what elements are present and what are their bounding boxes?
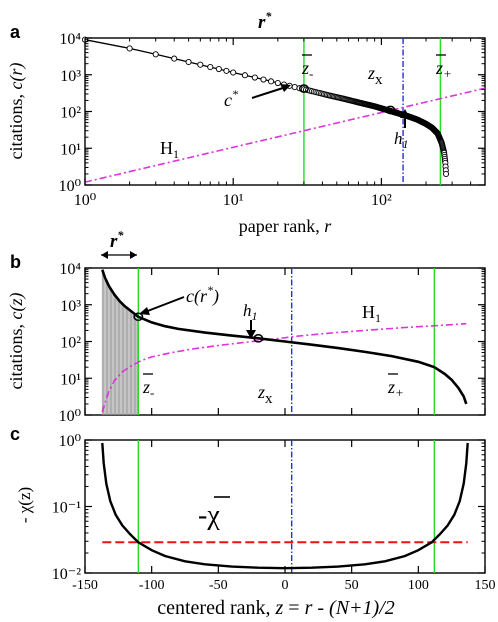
- panel-a-data-point: [223, 67, 230, 74]
- panel-b-rstar-arrow-left: [101, 251, 108, 259]
- panel-a-data-point: [260, 76, 267, 83]
- panel-c-ylabel: - χ(z): [15, 487, 34, 523]
- panel-b-letter: b: [10, 252, 21, 272]
- panel-c-xtick-label: 150: [475, 578, 496, 593]
- panel-b-crstar-arrow: [144, 296, 185, 313]
- panel-a-ytick-label: 10⁰: [59, 178, 81, 195]
- panel-c-letter: c: [10, 424, 20, 444]
- panel-b: 10⁰ 10¹ 10² 10³ 10⁴ b r* c(r*) h1 H1 z- zx z…: [6, 228, 486, 425]
- panel-a-letter: a: [10, 22, 21, 42]
- panel-a-data-point: [197, 61, 204, 68]
- panel-b-marker-c-r-star: [133, 312, 144, 322]
- panel-b-ytick-label: 10³: [60, 298, 81, 315]
- panel-c-xtick-label: 50: [345, 578, 359, 593]
- panel-c-xtick-label: -100: [139, 578, 165, 593]
- panel-b-h1-arrowhead: [246, 330, 256, 339]
- panel-b-crstar-label: c(r*): [186, 283, 219, 307]
- panel-b-crstar-arrowhead: [139, 307, 150, 315]
- panel-a-data-point: [126, 45, 133, 52]
- panel-c-xtick-label: -150: [72, 578, 98, 593]
- panel-b-ytick-label: 10⁴: [59, 261, 81, 278]
- panel-a-h1-arrowhead: [400, 109, 410, 118]
- panel-a-xtick-label: 10¹: [223, 192, 244, 209]
- panel-a-H1-label: H1: [160, 138, 179, 161]
- panel-b-rstar-label: r*: [110, 228, 124, 252]
- panel-b-series-H1: [101, 322, 467, 413]
- panel-a-cstar-label: c*: [224, 87, 238, 110]
- panel-a-data-point: [443, 170, 450, 177]
- panel-a-marker-h1: [385, 105, 396, 115]
- panel-a-cstar-arrow: [251, 86, 287, 99]
- panel-b-ytick-label: 10²: [60, 335, 81, 352]
- panel-a-data-point: [215, 65, 222, 73]
- panel-a-data-point: [230, 69, 237, 76]
- panel-b-zplus-label: z+: [387, 377, 404, 400]
- panel-b-marker-h1: [253, 333, 264, 343]
- panel-a-data-point: [185, 58, 192, 66]
- panel-a-ytick-label: 10⁴: [59, 31, 81, 48]
- panel-c-xtick-label: 0: [282, 578, 289, 593]
- panel-a-zx-label: zx: [367, 63, 383, 88]
- panel-b-zminus-label: z-: [142, 377, 154, 400]
- panel-b-rstar-arrow-right: [130, 251, 137, 259]
- panel-a-xlabel: paper rank, r: [239, 216, 332, 236]
- panel-a-data-point: [152, 51, 159, 58]
- panel-a: 10⁰ 10¹ 10² 10³ 10⁴ 10⁰ 10¹ 10² a r* z- zx z+ c…: [6, 9, 486, 236]
- panel-c-ytick-label: 10⁻¹: [52, 500, 81, 517]
- panel-a-series-H1: [84, 87, 486, 183]
- panel-a-h1-label: h1: [394, 129, 409, 151]
- panel-c: 10⁻² 10⁻¹ 10⁰ -150 -100 -50 0 50 100 150 c -χ cen…: [10, 424, 496, 619]
- panel-a-ytick-label: 10²: [60, 105, 81, 122]
- panel-b-ytick-label: 10¹: [60, 371, 81, 388]
- panel-a-data-point: [274, 79, 281, 87]
- panel-a-rstar-label: r*: [258, 9, 272, 33]
- panel-b-h1-label: h1: [243, 301, 258, 323]
- panel-a-data-point: [171, 55, 178, 62]
- panel-a-zminus-label: z-: [301, 58, 313, 81]
- panel-a-ylabel: citations, c(r): [6, 63, 27, 160]
- panel-b-H1-label: H1: [362, 302, 381, 325]
- panel-c-xlabel: centered rank, z = r - (N+1)/2: [157, 597, 395, 619]
- panel-a-zplus-label: z+: [435, 58, 452, 81]
- panel-a-xtick-label: 10²: [371, 192, 392, 209]
- panel-a-xtick-label: 10⁰: [74, 192, 96, 209]
- panel-a-data-point: [207, 64, 214, 71]
- panel-b-zx-label: zx: [257, 382, 273, 407]
- panel-a-marker-c-star: [298, 84, 309, 93]
- panel-a-ytick-label: 10¹: [60, 141, 81, 158]
- panel-a-ytick-label: 10³: [60, 68, 81, 85]
- panel-c-chibar-label: -χ: [198, 500, 220, 531]
- panel-a-frame: [84, 37, 486, 186]
- panel-c-ytick-label: 10⁻²: [52, 566, 81, 583]
- panel-a-cstar-arrowhead: [280, 84, 291, 92]
- panel-c-xtick-label: -50: [209, 578, 228, 593]
- panel-c-ytick-label: 10⁰: [59, 433, 81, 450]
- panel-b-series-data: [101, 269, 468, 405]
- panel-b-ytick-label: 10⁰: [59, 408, 81, 425]
- panel-c-series-chi: [101, 442, 469, 570]
- panel-b-ylabel: citations, c(z): [6, 293, 27, 390]
- panel-a-data-point: [267, 78, 275, 85]
- panel-c-xtick-label: 100: [408, 578, 429, 593]
- panel-a-data-point: [241, 72, 248, 79]
- panel-a-data-point: [251, 74, 258, 81]
- panel-c-frame: [84, 439, 486, 574]
